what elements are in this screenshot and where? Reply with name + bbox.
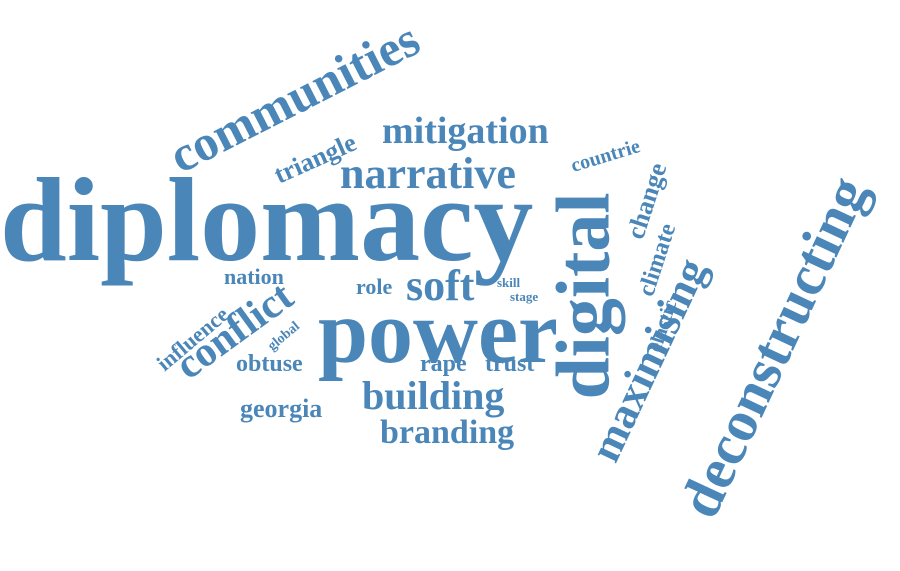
word-mitigation: mitigation (382, 110, 549, 152)
word-obtuse: obtuse (236, 351, 303, 377)
word-digital: digital (541, 192, 626, 400)
word-narrative: narrative (340, 149, 516, 198)
word-trust: trust (485, 351, 535, 377)
word-deconstructing: deconstructing (666, 166, 881, 527)
word-branding: branding (380, 414, 515, 451)
word-rape: rape (420, 351, 467, 377)
word-building: building (362, 373, 505, 418)
word-nation: nation (224, 264, 284, 289)
word-power: power (318, 283, 558, 382)
word-countrie: countrie (568, 135, 643, 177)
word-stage: stage (510, 289, 539, 304)
word-diplomacy: diplomacy (0, 153, 534, 286)
word-role: role (356, 274, 393, 299)
word-georgia: georgia (240, 394, 323, 423)
word-skill: skill (497, 275, 521, 290)
word-soft: soft (406, 261, 475, 310)
